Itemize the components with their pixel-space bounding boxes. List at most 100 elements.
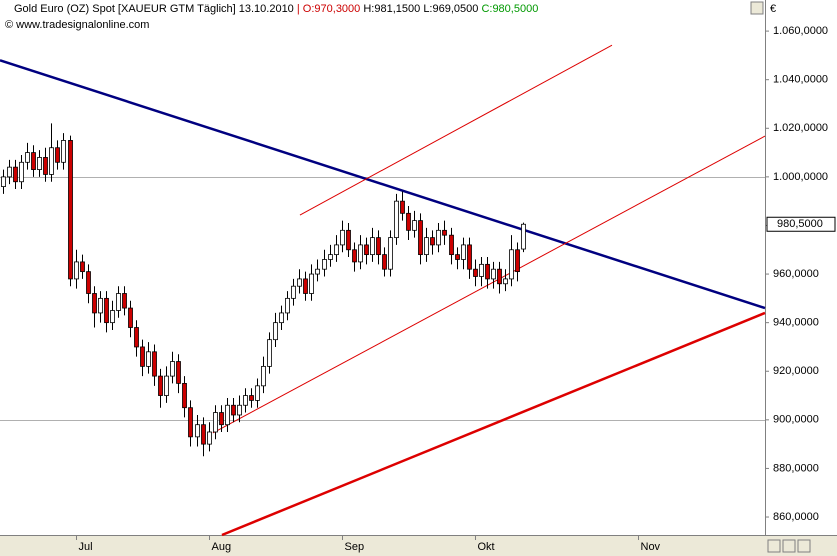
y-tick-label: 1.060,0000	[773, 25, 828, 37]
header-close: C:980,5000	[481, 3, 538, 15]
candle-body	[328, 254, 333, 260]
scroll-left[interactable]	[767, 539, 781, 553]
y-tick-label: 1.020,0000	[773, 122, 828, 134]
currency-symbol: €	[770, 3, 776, 15]
candle-body	[134, 327, 139, 348]
candle-body	[376, 237, 381, 256]
candle-body	[98, 297, 103, 314]
candle-body	[406, 212, 411, 231]
candle-body	[31, 152, 36, 170]
candle-body	[424, 237, 429, 256]
candle-body	[237, 404, 242, 416]
candle-body	[25, 152, 30, 163]
zoom-button[interactable]	[782, 539, 796, 553]
y-tick-label: 920,0000	[773, 365, 819, 377]
candle-body	[418, 220, 423, 256]
candle-body	[412, 220, 417, 231]
candle-body	[479, 263, 484, 277]
candle-body	[358, 244, 363, 263]
last-price-box	[766, 216, 836, 232]
candle-body	[436, 229, 441, 246]
candle-body	[74, 261, 79, 280]
candle-body	[491, 268, 496, 280]
candle-body	[297, 278, 302, 287]
candle-body	[249, 395, 254, 401]
candle-body	[231, 404, 236, 416]
candle-body	[279, 312, 284, 324]
candle-body	[309, 273, 314, 294]
candle-body	[394, 200, 399, 239]
candle-body	[207, 431, 212, 445]
trendline	[212, 135, 766, 434]
candle-body	[291, 285, 296, 299]
candle-body	[110, 310, 115, 324]
header-separator: |	[297, 3, 300, 15]
window-button[interactable]	[750, 1, 764, 15]
candle-body	[255, 385, 260, 401]
y-tick-label: 940,0000	[773, 317, 819, 329]
candle-body	[243, 395, 248, 406]
candle-body	[346, 229, 351, 251]
candle-body	[388, 237, 393, 270]
candle-body	[86, 271, 91, 294]
candle-body	[521, 223, 526, 250]
candle-body	[503, 278, 508, 285]
candle-body	[467, 244, 472, 270]
candle-body	[340, 229, 345, 246]
candle-body	[164, 375, 169, 396]
candle-body	[128, 307, 133, 328]
candle-body	[92, 293, 97, 314]
candle-body	[461, 244, 466, 260]
candle-body	[13, 166, 18, 183]
candle-body	[7, 166, 12, 178]
candle-body	[182, 382, 187, 409]
candle-body	[509, 249, 514, 280]
candle-body	[364, 244, 369, 256]
trendline	[0, 59, 766, 310]
candle-body	[285, 297, 290, 314]
header-open: O:970,3000	[303, 3, 361, 15]
last-price-label: 980,5000	[777, 218, 823, 230]
candle-body	[213, 412, 218, 433]
candle-body	[201, 424, 206, 445]
candle-body	[261, 365, 266, 387]
candle-body	[322, 259, 327, 270]
trendline	[299, 44, 613, 216]
x-tick-label: Aug	[212, 541, 232, 553]
candle-body	[61, 140, 66, 163]
time-axis-strip	[0, 536, 837, 556]
candle-body	[515, 249, 520, 273]
chart-header: Gold Euro (OZ) Spot [XAUEUR GTM Täglich]…	[14, 3, 538, 15]
candle-body	[80, 261, 85, 273]
candle-body	[49, 147, 54, 175]
y-tick-label: 880,0000	[773, 462, 819, 474]
candle-body	[334, 244, 339, 256]
x-tick-label: Jul	[79, 541, 93, 553]
candle-body	[152, 351, 157, 377]
candle-body	[104, 297, 109, 324]
candle-body	[400, 200, 405, 214]
candle-body	[1, 176, 6, 187]
candle-body	[225, 404, 230, 426]
candle-body	[140, 346, 145, 367]
header-high: H:981,1500	[363, 3, 420, 15]
x-tick-label: Okt	[478, 541, 495, 553]
candle-body	[455, 254, 460, 260]
candle-body	[267, 339, 272, 367]
y-tick-label: 960,0000	[773, 268, 819, 280]
candle-body	[497, 268, 502, 285]
plot-area	[0, 44, 766, 537]
candle-body	[473, 268, 478, 277]
candle-body	[219, 412, 224, 426]
candle-body	[19, 161, 24, 183]
candle-body	[55, 147, 60, 163]
candle-body	[370, 237, 375, 256]
candle-body	[158, 375, 163, 396]
candle-body	[303, 278, 308, 294]
x-tick-label: Sep	[345, 541, 365, 553]
candle-body	[442, 229, 447, 236]
candle-body	[195, 424, 200, 438]
scroll-right[interactable]	[797, 539, 811, 553]
trendline	[221, 311, 766, 537]
